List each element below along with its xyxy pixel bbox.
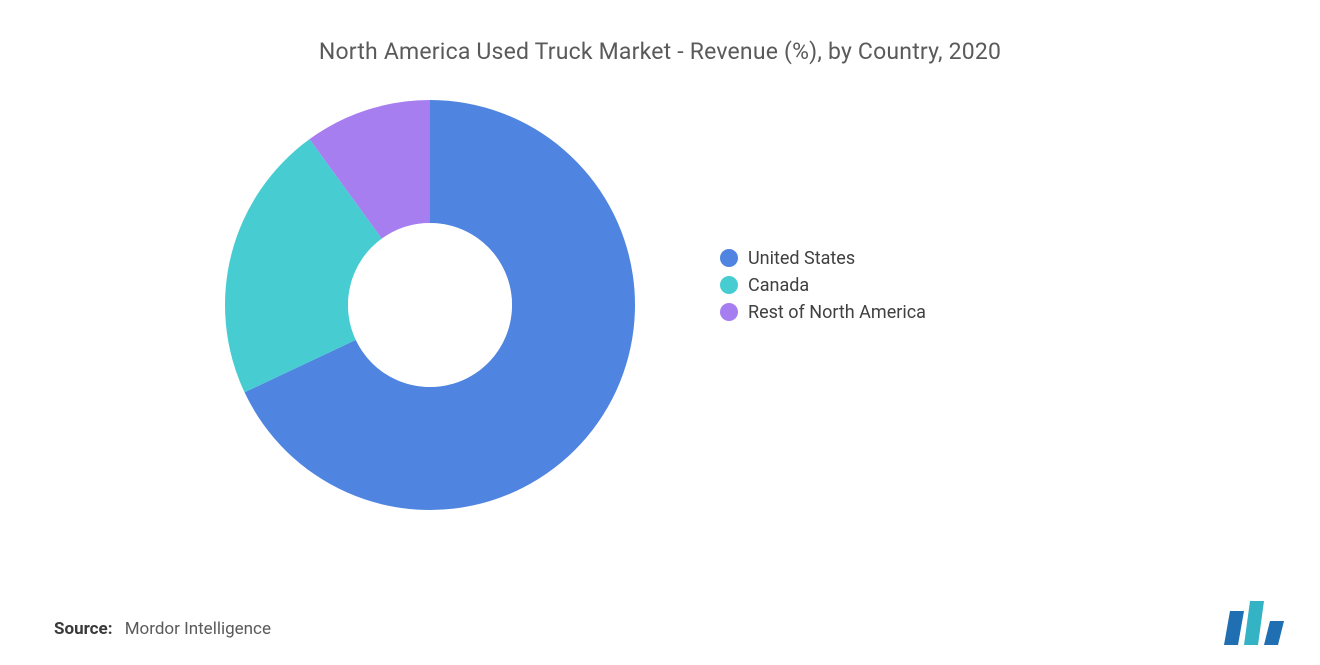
legend-item-0: United States	[720, 248, 926, 269]
chart-title: North America Used Truck Market - Revenu…	[50, 38, 1270, 65]
chart-area: United States Canada Rest of North America	[50, 95, 1270, 515]
legend-label-2: Rest of North America	[748, 302, 926, 323]
logo-bar-1	[1244, 601, 1264, 645]
legend-swatch-1	[720, 276, 738, 294]
donut-svg	[220, 95, 640, 515]
source-label: Source:	[54, 619, 112, 639]
source-footer: Source: Mordor Intelligence	[54, 619, 271, 639]
legend-label-1: Canada	[748, 275, 809, 296]
legend-swatch-2	[720, 303, 738, 321]
logo-bar-2	[1264, 621, 1284, 645]
donut-hole	[348, 223, 512, 387]
legend: United States Canada Rest of North America	[720, 248, 926, 323]
legend-item-2: Rest of North America	[720, 302, 926, 323]
brand-logo	[1218, 595, 1290, 645]
brand-logo-svg	[1218, 595, 1290, 645]
legend-label-0: United States	[748, 248, 855, 269]
logo-bar-0	[1224, 611, 1244, 645]
legend-swatch-0	[720, 249, 738, 267]
legend-item-1: Canada	[720, 275, 926, 296]
source-value: Mordor Intelligence	[125, 619, 271, 639]
chart-container: North America Used Truck Market - Revenu…	[0, 0, 1320, 665]
donut-chart	[220, 95, 640, 515]
